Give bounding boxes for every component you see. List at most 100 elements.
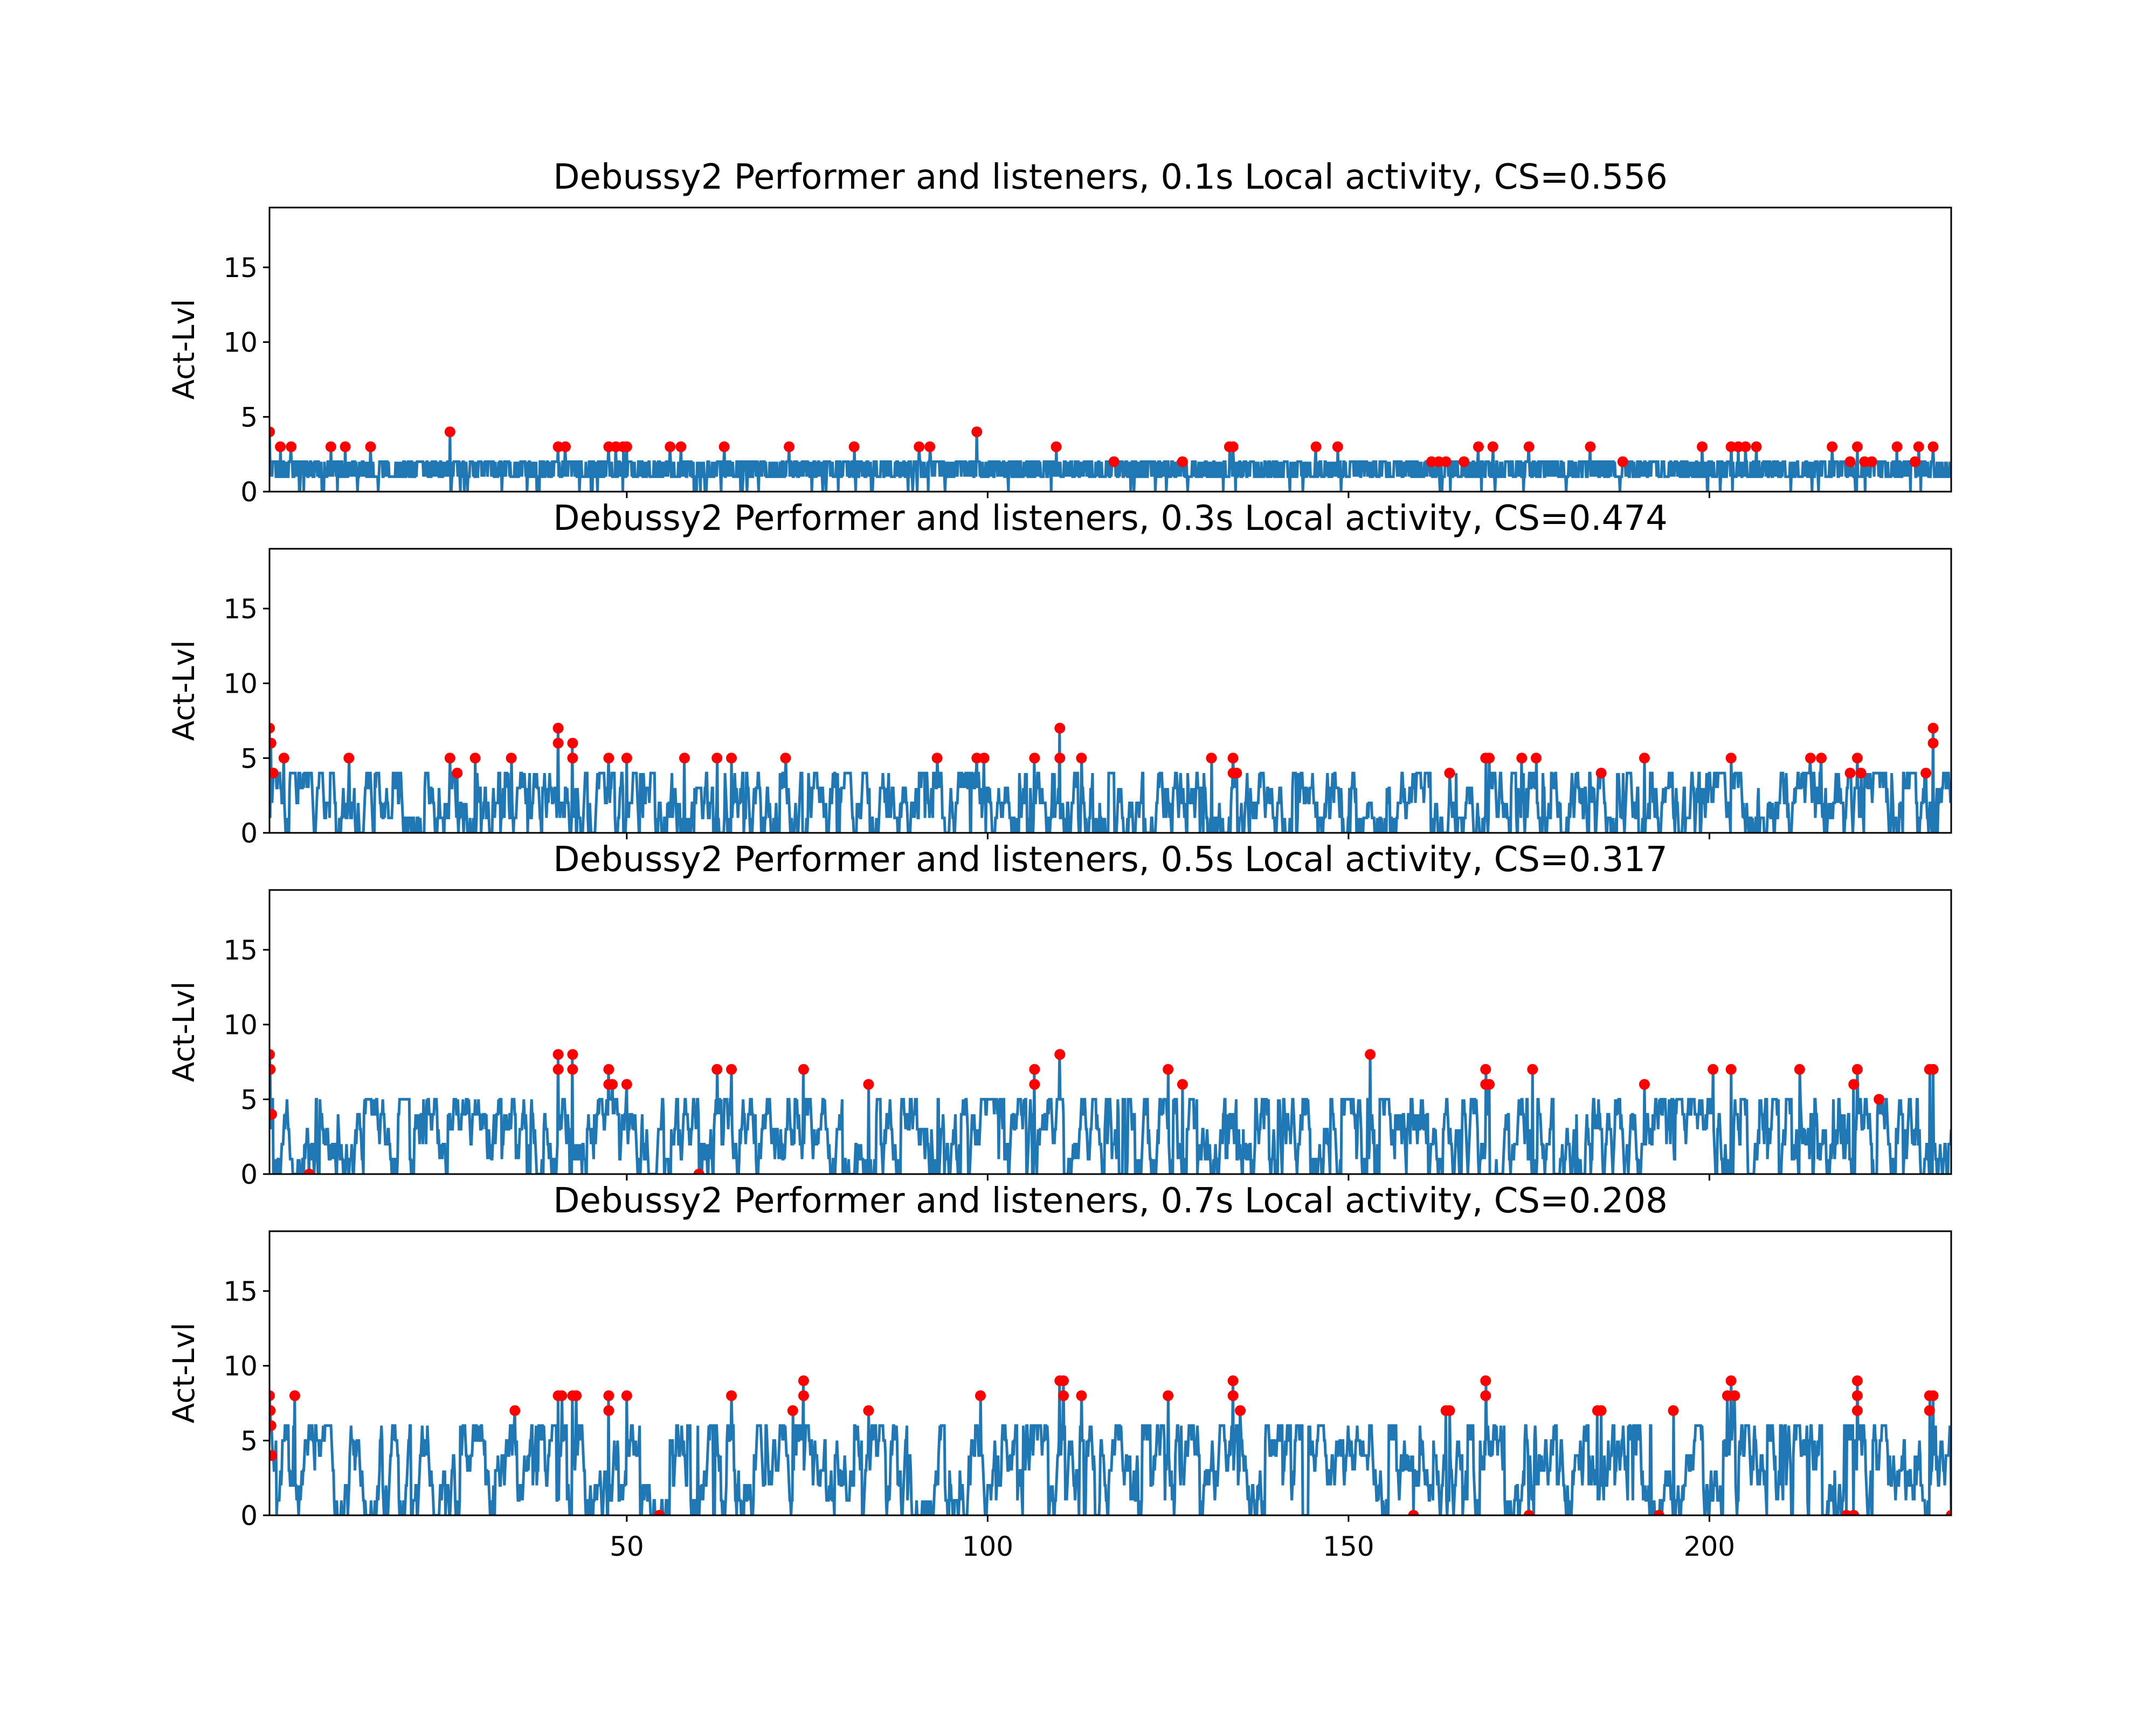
- peak-marker: [1527, 1064, 1538, 1075]
- peak-marker: [1444, 1405, 1455, 1416]
- peak-marker: [1484, 753, 1495, 764]
- peak-marker: [726, 1390, 737, 1402]
- peak-marker: [784, 441, 795, 452]
- peak-marker: [1891, 441, 1903, 452]
- peak-marker: [798, 1390, 809, 1402]
- peak-marker: [1844, 456, 1856, 467]
- peak-marker: [1480, 1064, 1491, 1075]
- peak-marker: [1054, 1049, 1066, 1060]
- peak-marker: [1725, 753, 1737, 764]
- peak-marker: [270, 722, 275, 734]
- peak-marker: [1480, 1375, 1491, 1386]
- peak-marker: [1639, 1079, 1650, 1090]
- peak-marker: [1927, 441, 1939, 452]
- peak-marker: [556, 1390, 568, 1402]
- peak-marker: [975, 1390, 986, 1402]
- peak-marker: [621, 1079, 632, 1090]
- peak-marker: [270, 1049, 275, 1060]
- peak-marker: [1855, 768, 1867, 779]
- peak-marker: [693, 1169, 704, 1174]
- peak-marker: [270, 1450, 277, 1461]
- peak-marker: [603, 1405, 614, 1416]
- peak-marker: [621, 441, 632, 452]
- peak-marker: [665, 441, 676, 452]
- peak-marker: [1227, 753, 1239, 764]
- activity-series-line: [270, 1381, 1951, 1515]
- peak-marker: [1725, 1064, 1737, 1075]
- peak-marker: [1487, 441, 1498, 452]
- subplot-1-plot-area: [270, 426, 1951, 492]
- y-tick-label: 10: [223, 668, 258, 700]
- peak-marker: [1927, 1064, 1939, 1075]
- peak-marker: [1805, 753, 1816, 764]
- peak-marker: [552, 737, 564, 749]
- peak-marker: [1058, 1375, 1069, 1386]
- x-tick-label: 100: [962, 1531, 1013, 1562]
- peak-marker: [270, 737, 277, 749]
- peak-marker: [1851, 441, 1863, 452]
- subplot-2-frame: [268, 548, 1952, 834]
- peak-marker: [1617, 456, 1628, 467]
- subplot-4-ylabel: Act-Lvl: [167, 1323, 201, 1424]
- peak-marker: [567, 737, 578, 749]
- peak-marker: [452, 768, 463, 779]
- peak-marker: [1231, 768, 1242, 779]
- subplot-3-plot-area: [270, 1049, 1951, 1174]
- peak-marker: [607, 1079, 618, 1090]
- peak-marker: [787, 1405, 798, 1416]
- peak-marker: [931, 753, 943, 764]
- peak-marker: [1920, 768, 1932, 779]
- peak-marker: [1227, 1390, 1239, 1402]
- peak-marker: [798, 1375, 809, 1386]
- subplot-3: Act-Lvl 0 5 10 15: [167, 889, 1952, 1190]
- peak-marker: [1708, 1064, 1719, 1075]
- peak-marker: [1408, 1510, 1419, 1515]
- subplot-1-ylabel: Act-Lvl: [167, 299, 201, 400]
- peak-marker: [270, 1109, 277, 1120]
- peak-marker: [1163, 1390, 1174, 1402]
- x-tick-label: 200: [1684, 1531, 1735, 1562]
- peak-marker: [1058, 1390, 1069, 1402]
- peak-marker: [1697, 441, 1708, 452]
- peak-marker: [1844, 768, 1856, 779]
- peak-marker: [278, 753, 289, 764]
- peak-marker: [679, 753, 690, 764]
- peak-marker: [1595, 1405, 1607, 1416]
- peak-marker: [848, 441, 860, 452]
- peak-marker: [343, 753, 355, 764]
- peak-marker: [275, 441, 286, 452]
- peak-marker: [1177, 1079, 1188, 1090]
- peak-marker: [978, 753, 990, 764]
- peak-marker: [1874, 1094, 1885, 1105]
- peak-marker: [1206, 753, 1217, 764]
- peak-marker: [1848, 1079, 1860, 1090]
- peak-marker: [270, 1390, 275, 1402]
- peak-marker: [1054, 722, 1066, 734]
- y-tick-label: 15: [223, 935, 258, 966]
- peak-marker: [1029, 753, 1040, 764]
- peak-marker: [303, 1169, 315, 1174]
- peak-marker: [1751, 441, 1762, 452]
- peak-marker: [675, 441, 687, 452]
- peak-marker: [1523, 1510, 1535, 1515]
- peak-marker: [1851, 1390, 1863, 1402]
- peak-marker: [621, 753, 632, 764]
- subplot-2-ylabel: Act-Lvl: [167, 640, 201, 741]
- peak-marker: [1310, 441, 1322, 452]
- peak-marker: [1029, 1064, 1040, 1075]
- subplot-2-title: Debussy2 Performer and listeners, 0.3s L…: [553, 499, 1668, 539]
- peak-marker: [1227, 441, 1239, 452]
- peak-marker: [286, 441, 297, 452]
- activity-series-line: [270, 1054, 1951, 1174]
- peak-marker: [1365, 1049, 1376, 1060]
- peak-marker: [1177, 456, 1188, 467]
- subplot-2-plot-area: [270, 722, 1951, 833]
- y-tick-label: 15: [223, 1276, 258, 1307]
- y-tick-label: 15: [223, 252, 258, 284]
- peak-marker: [603, 753, 614, 764]
- peak-marker: [914, 441, 925, 452]
- peak-marker: [270, 1420, 277, 1431]
- subplot-4-frame: [268, 1230, 1952, 1516]
- peak-marker: [289, 1390, 300, 1402]
- subplot-2: Act-Lvl 0 5 10 15: [167, 548, 1952, 849]
